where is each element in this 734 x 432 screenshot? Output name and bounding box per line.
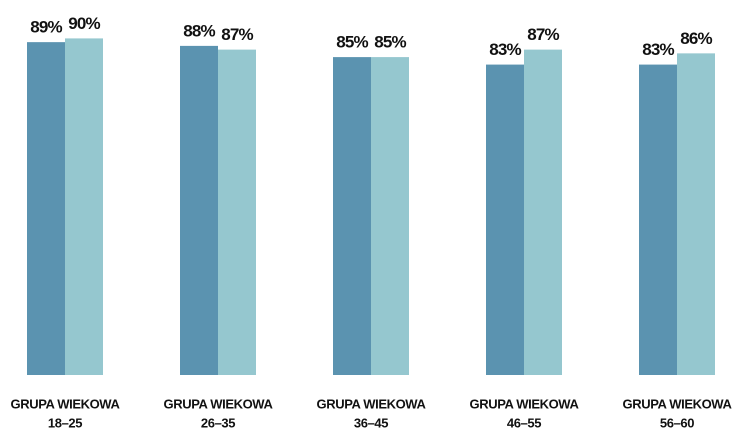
category-label: 56–60 [660, 415, 694, 430]
bar [65, 38, 103, 376]
bar [333, 57, 371, 375]
value-label: 83% [642, 40, 674, 59]
category-label: GRUPA WIEKOWA [164, 396, 274, 411]
value-label: 83% [489, 40, 521, 59]
value-label: 88% [183, 21, 215, 40]
value-label: 85% [336, 33, 368, 52]
category-label: GRUPA WIEKOWA [470, 396, 580, 411]
value-label: 87% [527, 25, 559, 44]
value-label: 86% [680, 29, 712, 48]
category-label: 26–35 [201, 415, 235, 430]
bar [371, 57, 409, 375]
bar [639, 64, 677, 375]
bar [486, 64, 524, 375]
bar [218, 49, 256, 376]
category-label: 36–45 [354, 415, 388, 430]
value-label: 85% [374, 33, 406, 52]
category-label: GRUPA WIEKOWA [11, 396, 121, 411]
category-label: 18–25 [48, 415, 82, 430]
category-label: GRUPA WIEKOWA [623, 396, 733, 411]
bar [524, 49, 562, 376]
category-label: 46–55 [507, 415, 541, 430]
value-label: 89% [30, 18, 62, 37]
value-label: 87% [221, 25, 253, 44]
bar [677, 53, 715, 376]
value-label: 90% [68, 14, 100, 33]
bar [27, 42, 65, 375]
bar [180, 45, 218, 375]
category-label: GRUPA WIEKOWA [317, 396, 427, 411]
